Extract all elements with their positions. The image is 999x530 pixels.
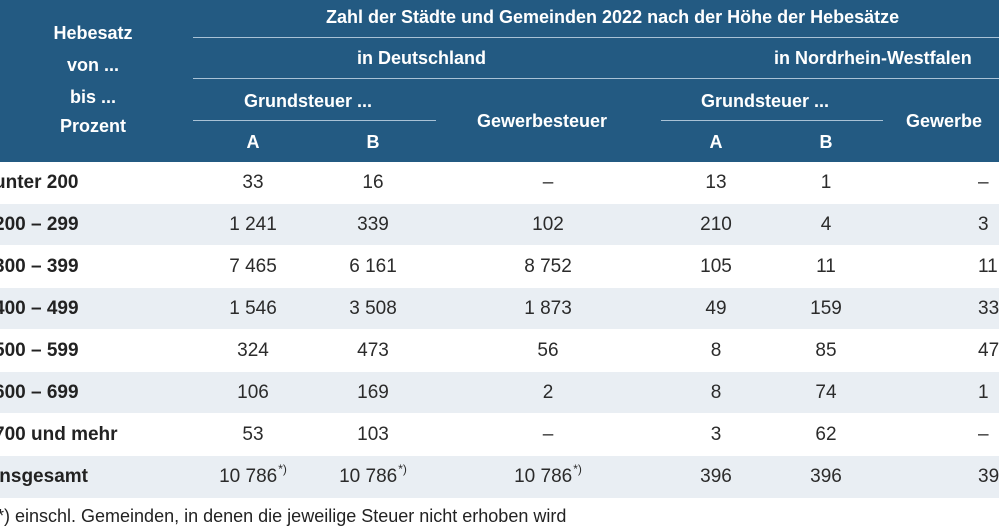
col-b-de: B	[366, 132, 380, 152]
cell-de-gewerbe: 8 752	[524, 256, 572, 277]
title-rule	[193, 37, 999, 38]
cell-nrw-b: 396	[810, 466, 842, 487]
cell-nrw-b: 11	[816, 256, 836, 277]
cell-nrw-a: 210	[700, 214, 732, 235]
cell-de-a: 53	[242, 424, 264, 445]
cell-de-b: 103	[357, 424, 389, 445]
row-label: 500 – 599	[0, 340, 79, 361]
footnote-mark: *)	[573, 462, 582, 476]
cell-nrw-gewerbe: 47	[978, 340, 999, 361]
col-a-de: A	[246, 132, 260, 152]
cell-de-gewerbe: 56	[537, 340, 559, 361]
row-label: 700 und mehr	[0, 424, 118, 445]
grundsteuer-de-rule	[193, 120, 436, 121]
cell-value: 10 786	[219, 466, 278, 487]
footnote: *) einschl. Gemeinden, in denen die jewe…	[0, 506, 567, 526]
cell-de-b: 16	[362, 172, 384, 193]
cell-value: 10 786	[514, 466, 573, 487]
grundsteuer-de: Grundsteuer ...	[244, 91, 373, 111]
grundsteuer-nrw: Grundsteuer ...	[701, 91, 830, 111]
table-header: Hebesatz von ... bis ... Prozent Zahl de…	[0, 0, 999, 162]
cell-de-a: 1 546	[229, 298, 277, 319]
cell-de-a: 33	[242, 172, 264, 193]
cell-nrw-b: 159	[810, 298, 842, 319]
cell-nrw-gewerbe: 33	[978, 298, 999, 319]
table-row: unter 200 33 16 – 13 1 –	[0, 162, 999, 204]
cell-nrw-gewerbe: 39	[978, 466, 999, 487]
cell-de-b: 473	[357, 340, 389, 361]
cell-de-gewerbe: 10 786*)	[500, 456, 596, 498]
cell-nrw-a: 396	[700, 466, 732, 487]
table-row-total: Insgesamt 10 786*) 10 786*) 10 786*) 396…	[0, 456, 999, 498]
cell-de-a: 1 241	[229, 214, 277, 235]
cell-de-b: 3 508	[349, 298, 397, 319]
table-row: 400 – 499 1 546 3 508 1 873 49 159 33	[0, 288, 999, 330]
row-header-line-4: Prozent	[59, 116, 126, 136]
cell-de-b: 169	[357, 382, 389, 403]
cell-nrw-a: 49	[705, 298, 727, 319]
cell-de-a: 7 465	[229, 256, 277, 277]
cell-value: 10 786	[339, 466, 398, 487]
cell-de-gewerbe: 102	[532, 214, 564, 235]
cell-de-gewerbe: –	[542, 172, 554, 193]
cell-nrw-gewerbe: 1	[978, 382, 989, 403]
region-nrw: in Nordrhein-Westfalen	[774, 48, 972, 68]
row-label: unter 200	[0, 172, 79, 193]
cell-de-b: 339	[357, 214, 389, 235]
row-label: Insgesamt	[0, 466, 88, 487]
row-label: 200 – 299	[0, 214, 79, 235]
table-row: 200 – 299 1 241 339 102 210 4 3	[0, 204, 999, 246]
footnote-mark: *)	[278, 462, 287, 476]
cell-nrw-a: 3	[710, 424, 722, 445]
row-header-line-2: von ...	[66, 55, 119, 75]
row-header-line-1: Hebesatz	[53, 23, 133, 43]
row-label: 300 – 399	[0, 256, 79, 277]
gewerbesteuer-de: Gewerbesteuer	[477, 111, 608, 131]
cell-de-b: 10 786*)	[333, 456, 413, 498]
cell-nrw-gewerbe: –	[978, 424, 989, 445]
footnote-mark: *)	[398, 462, 407, 476]
cell-de-gewerbe: 1 873	[524, 298, 572, 319]
gewerbesteuer-nrw: Gewerbe	[906, 111, 983, 131]
cell-nrw-b: 74	[815, 382, 837, 403]
cell-nrw-a: 13	[705, 172, 727, 193]
cell-nrw-b: 1	[820, 172, 832, 193]
cell-nrw-gewerbe: 3	[978, 214, 989, 235]
cell-de-b: 6 161	[349, 256, 397, 277]
cell-nrw-a: 8	[710, 340, 722, 361]
col-b-nrw: B	[819, 132, 833, 152]
grundsteuer-nrw-rule	[661, 120, 883, 121]
table-row: 700 und mehr 53 103 – 3 62 –	[0, 414, 999, 456]
table-row: 600 – 699 106 169 2 8 74 1	[0, 372, 999, 414]
region-germany: in Deutschland	[357, 48, 487, 68]
cell-de-a: 106	[237, 382, 269, 403]
cell-nrw-a: 105	[700, 256, 732, 277]
cell-de-a: 324	[237, 340, 269, 361]
table-row: 300 – 399 7 465 6 161 8 752 105 11 11	[0, 246, 999, 288]
cell-de-a: 10 786*)	[213, 456, 293, 498]
cell-nrw-b: 85	[815, 340, 837, 361]
cell-nrw-gewerbe: –	[978, 172, 989, 193]
row-header-line-3: bis ...	[69, 87, 116, 107]
cell-de-gewerbe: –	[542, 424, 554, 445]
cell-de-gewerbe: 2	[542, 382, 554, 403]
cell-nrw-a: 8	[710, 382, 722, 403]
row-label: 600 – 699	[0, 382, 79, 403]
region-rule	[193, 78, 999, 79]
table-title: Zahl der Städte und Gemeinden 2022 nach …	[326, 7, 900, 27]
table-row: 500 – 599 324 473 56 8 85 47	[0, 330, 999, 372]
cell-nrw-b: 62	[815, 424, 837, 445]
cell-nrw-gewerbe: 11	[978, 256, 998, 277]
cell-nrw-b: 4	[820, 214, 832, 235]
col-a-nrw: A	[709, 132, 723, 152]
row-label: 400 – 499	[0, 298, 79, 319]
